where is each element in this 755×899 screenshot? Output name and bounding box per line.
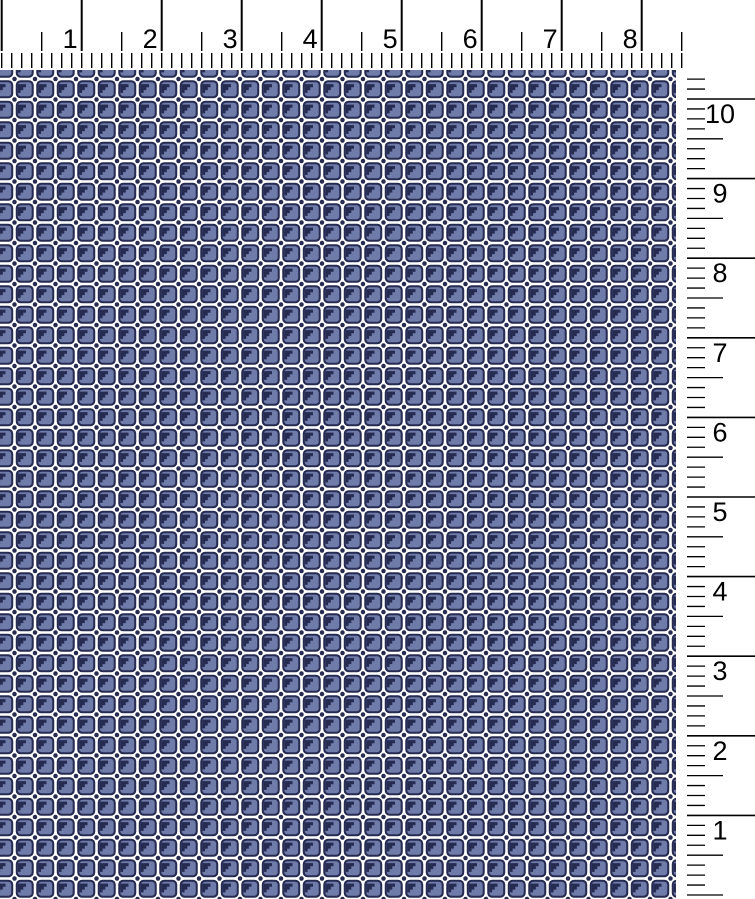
ruler-number: 8 [623,24,638,54]
ruler-number: 5 [383,24,398,54]
ruler-number: 2 [143,24,158,54]
ruler-number: 3 [223,24,238,54]
ruler-number: 6 [712,417,727,447]
ruler-number: 10 [705,99,735,129]
ruler-number: 6 [463,24,478,54]
ruler-number: 3 [712,656,727,686]
ruler-number: 4 [712,577,727,607]
ruler-number: 4 [303,24,318,54]
ruler-number: 1 [712,815,727,845]
top-ruler-inch-ticks [0,0,643,51]
right-ruler-ticks [687,78,755,896]
ruler-number: 7 [712,338,727,368]
top-ruler-numbers: 1 2 3 4 5 6 7 8 [63,24,638,54]
ruler-number: 8 [712,258,727,288]
ruler-number: 1 [63,24,78,54]
ruler-number: 9 [712,179,727,209]
top-ruler-eighth-ticks [1,53,683,68]
right-ruler: 10 9 8 7 6 5 4 3 2 1 [687,78,755,896]
fabric-swatch-pattern [0,70,676,899]
ruler-number: 5 [712,497,727,527]
right-ruler-numbers: 10 9 8 7 6 5 4 3 2 1 [705,99,735,845]
bead-grid-fill [0,70,676,899]
top-ruler-half-ticks [41,32,683,51]
ruler-number: 2 [712,736,727,766]
ruler-number: 7 [543,24,558,54]
top-ruler: 1 2 3 4 5 6 7 8 [0,0,683,68]
